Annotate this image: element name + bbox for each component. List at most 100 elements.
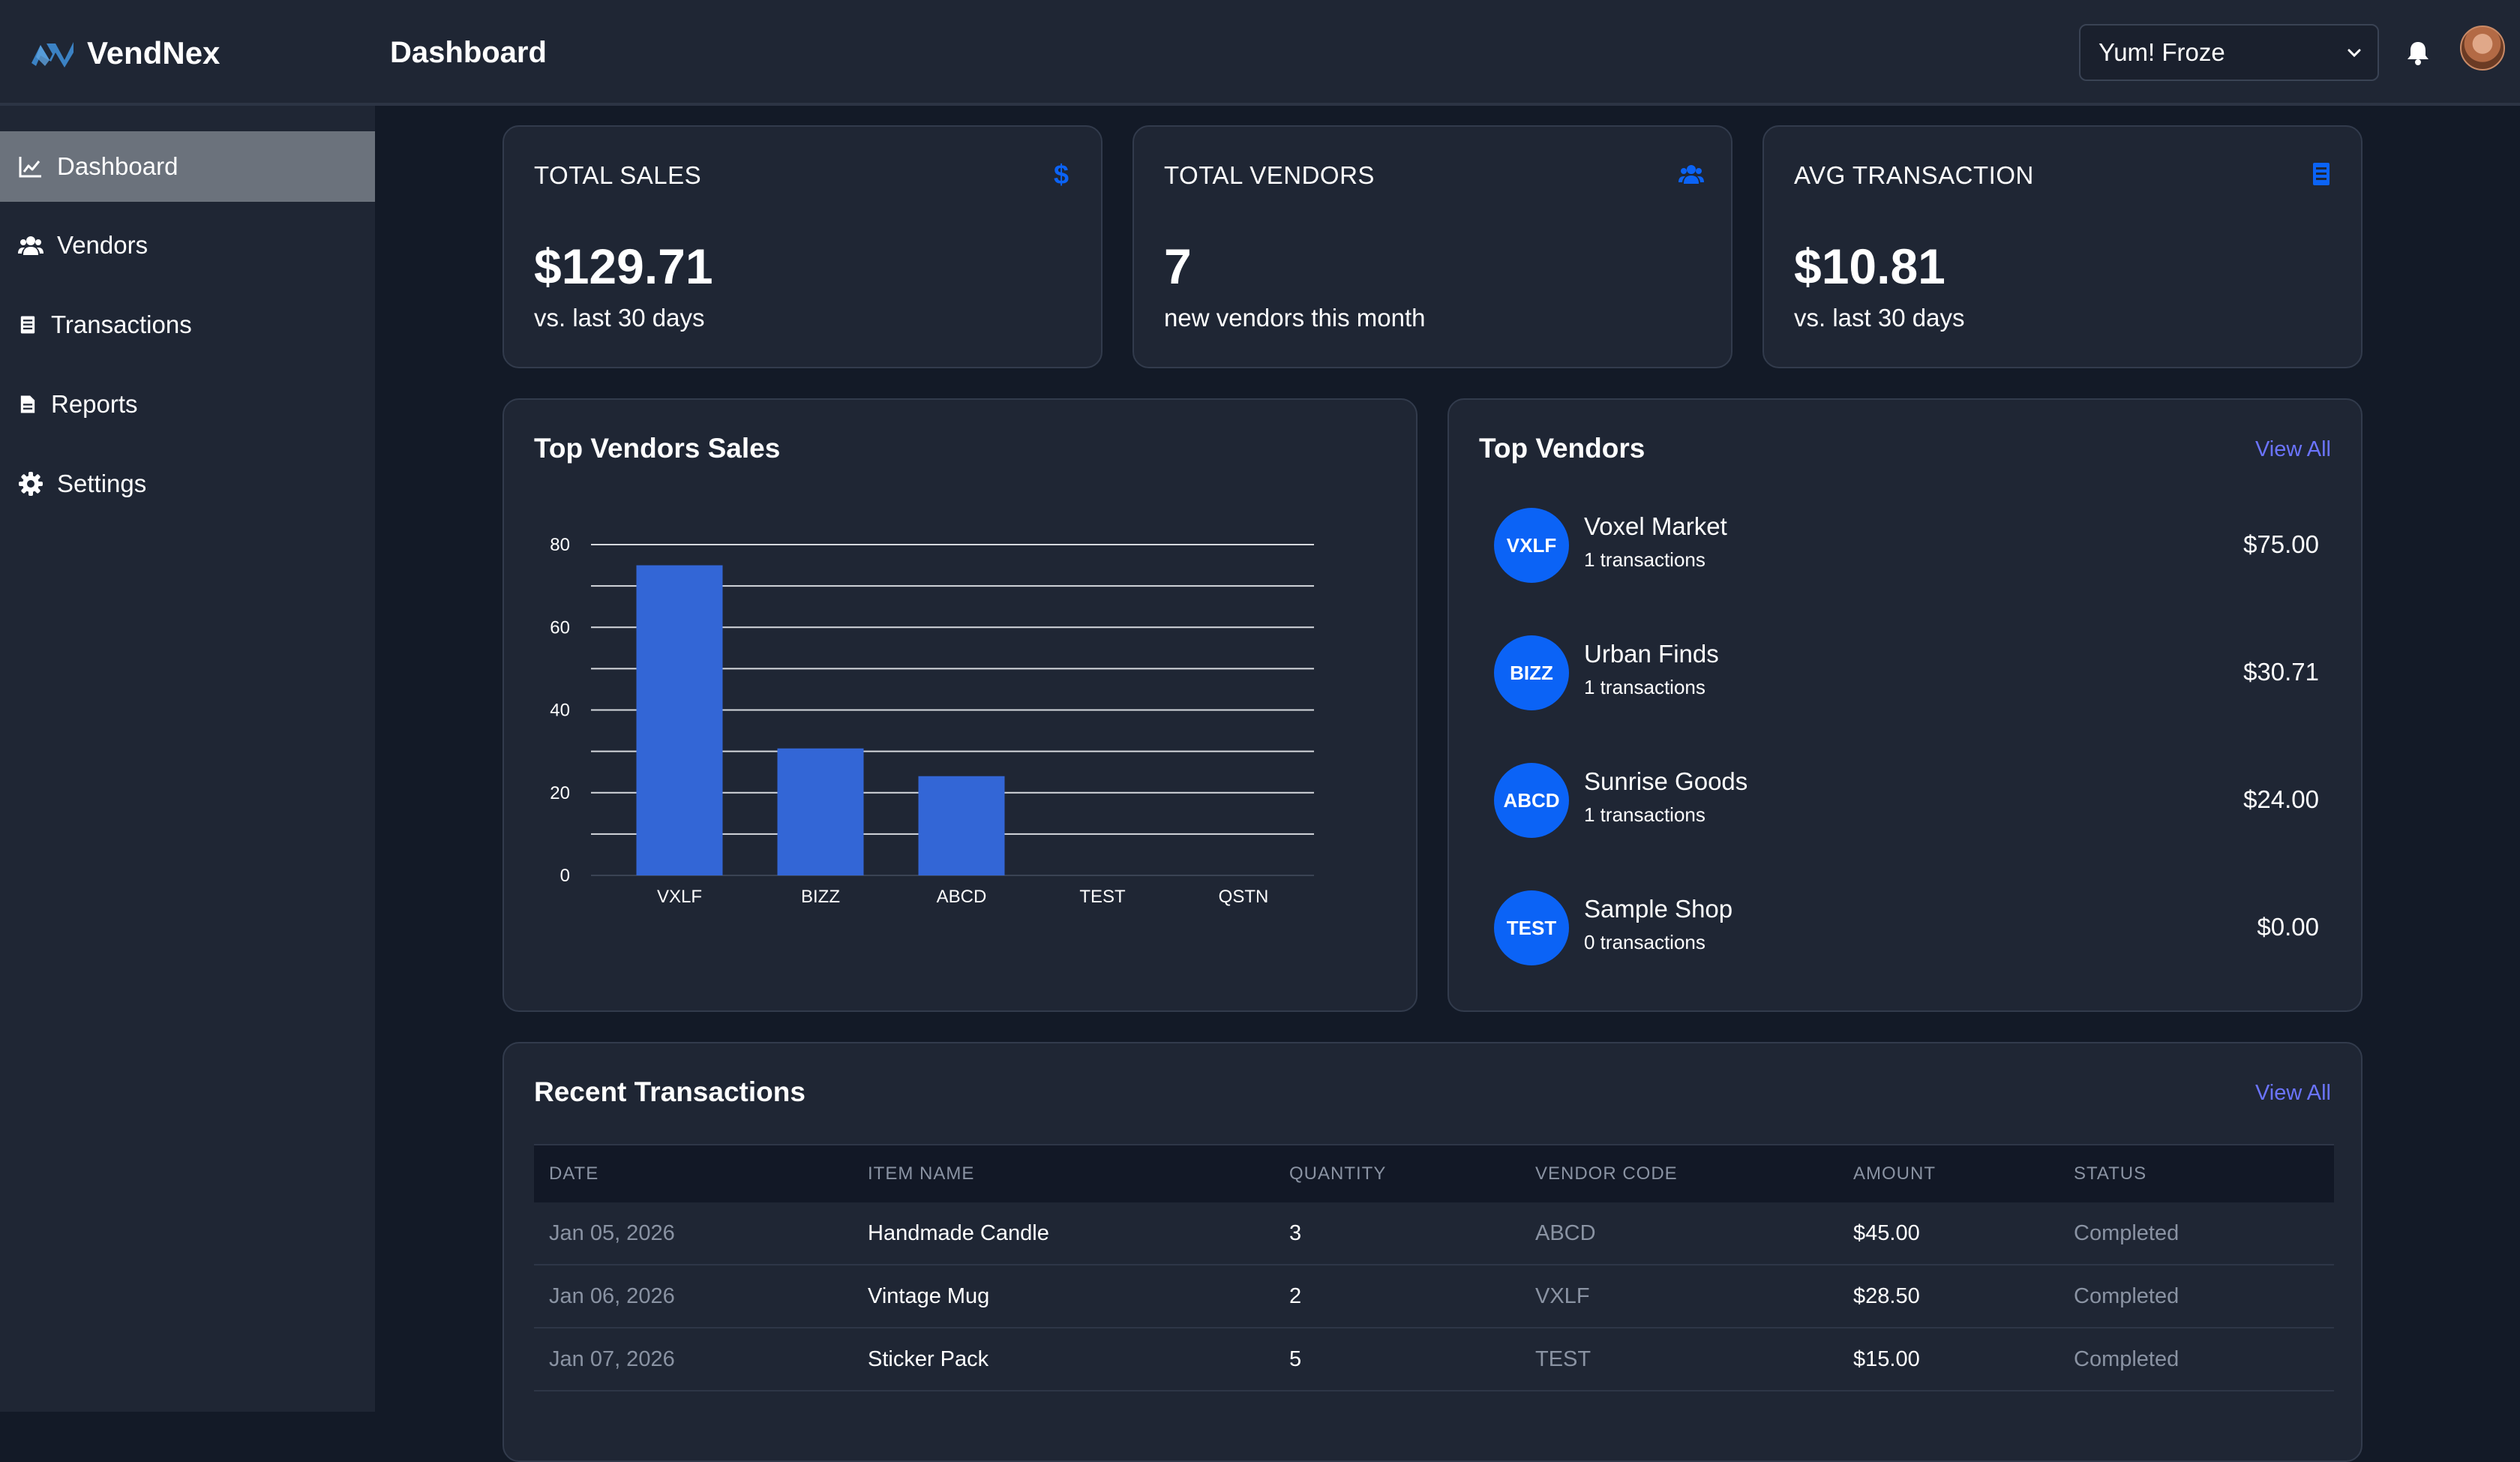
vendor-name: Sunrise Goods [1584,767,1748,795]
x-tick-label: TEST [1079,887,1126,907]
svg-text:$: $ [1054,161,1069,187]
vendor-amount: $24.00 [2243,785,2319,813]
vendor-amount: $30.71 [2243,658,2319,686]
cell-amount: $28.50 [1853,1283,1920,1308]
page-title: Dashboard [390,36,547,69]
sidebar: Dashboard Vendors Transactions Reports [0,106,375,1412]
bar-chart: 0 20 40 60 80 VXLF BIZZ ABCD TEST QSTN [550,535,1314,907]
stat-label: TOTAL SALES [534,161,702,189]
y-tick-label: 80 [550,535,570,555]
top-bar: VendNex Dashboard Yum! Froze [0,0,2520,106]
column-header-amount[interactable]: AMOUNT [1853,1163,1936,1184]
vendor-transaction-count: 0 transactions [1584,931,1706,953]
vendor-transaction-count: 1 transactions [1584,803,1706,826]
y-tick-label: 40 [550,701,570,721]
vendor-transaction-count: 1 transactions [1584,676,1706,698]
vendor-badge: ABCD [1494,763,1569,838]
bar-abcd[interactable] [918,776,1005,875]
column-header-quantity[interactable]: QUANTITY [1289,1163,1387,1184]
y-tick-label: 20 [550,783,570,803]
sidebar-item-vendors[interactable]: Vendors [0,210,375,281]
cell-quantity: 3 [1289,1220,1302,1245]
chart-title: Top Vendors Sales [534,433,781,464]
x-tick-label: QSTN [1219,887,1269,907]
sidebar-item-label: Transactions [51,311,192,338]
stat-card-total-sales: TOTAL SALES $ $129.71 vs. last 30 days [502,125,1102,368]
store-select[interactable]: Yum! Froze [2079,24,2379,81]
vendor-badge: TEST [1494,890,1569,965]
top-vendors-card: Top Vendors View All VXLF Voxel Market 1… [1448,398,2362,1012]
table-row[interactable]: Jan 05, 2026 Handmade Candle 3 ABCD $45.… [534,1202,2334,1265]
cell-item-name: Sticker Pack [868,1346,989,1371]
cell-status: Completed [2074,1283,2180,1308]
stat-card-avg-transaction: AVG TRANSACTION $10.81 vs. last 30 days [1762,125,2362,368]
bell-icon[interactable] [2404,39,2432,66]
cell-item-name: Vintage Mug [868,1283,990,1308]
vendor-list-item[interactable]: BIZZ Urban Finds 1 transactions $30.71 [1494,632,2319,715]
recent-transactions-view-all-link[interactable]: View All [2254,1081,2331,1105]
top-vendors-title: Top Vendors [1479,433,1646,464]
sidebar-item-dashboard[interactable]: Dashboard [0,131,375,202]
cell-status: Completed [2074,1220,2180,1245]
stat-value: 7 [1164,239,1192,294]
top-vendors-view-all-link[interactable]: View All [2254,437,2331,461]
cell-quantity: 2 [1289,1283,1302,1308]
cell-amount: $45.00 [1853,1220,1920,1245]
cell-date: Jan 05, 2026 [549,1220,675,1245]
recent-transactions-card: Recent Transactions View All DATE ITEM N… [502,1042,2362,1462]
user-avatar[interactable] [2460,26,2505,71]
receipt-icon [20,316,35,334]
chart-line-icon [19,157,41,178]
table-row[interactable]: Jan 06, 2026 Vintage Mug 2 VXLF $28.50 C… [534,1265,2334,1328]
vendor-list-item[interactable]: TEST Sample Shop 0 transactions $0.00 [1494,887,2319,970]
vendor-badge: BIZZ [1494,635,1569,710]
cell-quantity: 5 [1289,1346,1302,1371]
column-header-vendor-code[interactable]: VENDOR CODE [1535,1163,1678,1184]
x-tick-label: ABCD [937,887,987,907]
y-tick-label: 60 [550,617,570,638]
file-icon [20,395,35,413]
vendor-badge: VXLF [1494,508,1569,583]
dollar-icon: $ [1054,161,1069,187]
column-header-date[interactable]: DATE [549,1163,599,1184]
users-icon [1678,165,1704,184]
vendor-name: Urban Finds [1584,640,1719,668]
vendor-list-item[interactable]: ABCD Sunrise Goods 1 transactions $24.00 [1494,760,2319,842]
stat-sub: vs. last 30 days [1794,304,1965,332]
cell-item-name: Handmade Candle [868,1220,1049,1245]
sidebar-item-reports[interactable]: Reports [0,369,375,440]
stat-value: $10.81 [1794,239,1946,294]
stat-label: AVG TRANSACTION [1794,161,2034,189]
chevron-down-icon [2348,49,2361,58]
recent-transactions-title: Recent Transactions [534,1076,806,1107]
vendor-list-item[interactable]: VXLF Voxel Market 1 transactions $75.00 [1494,505,2319,587]
brand[interactable]: VendNex [30,0,220,106]
y-tick-label: 0 [560,866,570,886]
stat-label: TOTAL VENDORS [1164,161,1375,189]
table-row[interactable]: Jan 07, 2026 Sticker Pack 5 TEST $15.00 … [534,1328,2334,1391]
vendor-transaction-count: 1 transactions [1584,548,1706,571]
receipt-icon [2313,163,2330,185]
sidebar-item-settings[interactable]: Settings [0,449,375,519]
cell-vendor-code: ABCD [1535,1220,1596,1245]
store-select-value: Yum! Froze [2098,38,2225,66]
sidebar-item-transactions[interactable]: Transactions [0,290,375,360]
vendor-amount: $75.00 [2243,530,2319,558]
column-header-item-name[interactable]: ITEM NAME [868,1163,975,1184]
stat-value: $129.71 [534,239,713,294]
cell-status: Completed [2074,1346,2180,1371]
x-tick-label: VXLF [657,887,702,907]
stat-card-total-vendors: TOTAL VENDORS 7 new vendors this month [1132,125,1732,368]
column-header-status[interactable]: STATUS [2074,1163,2147,1184]
bar-bizz[interactable] [777,748,864,875]
table-header-row: DATE ITEM NAME QUANTITY VENDOR CODE AMOU… [534,1144,2334,1202]
users-icon [18,236,44,255]
top-vendors-sales-card: Top Vendors Sales 0 20 40 60 80 VXLF BIZZ ABCD T… [502,398,1418,1012]
stat-sub: new vendors this month [1164,304,1426,332]
cell-vendor-code: VXLF [1535,1283,1590,1308]
cell-date: Jan 07, 2026 [549,1346,675,1371]
x-tick-label: BIZZ [801,887,840,907]
bar-vxlf[interactable] [636,565,723,875]
vendor-name: Sample Shop [1584,895,1733,923]
cell-amount: $15.00 [1853,1346,1920,1371]
